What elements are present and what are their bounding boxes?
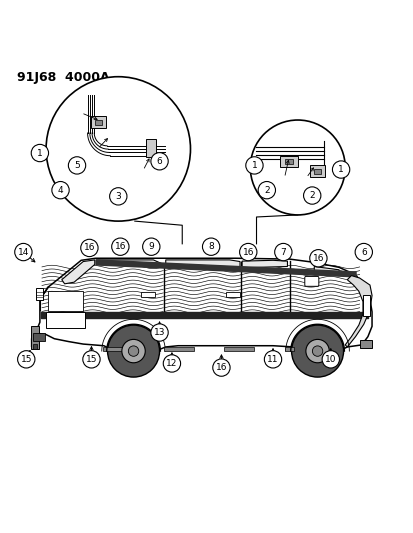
Circle shape: [31, 144, 48, 161]
Text: 5: 5: [74, 161, 80, 170]
Text: 15: 15: [21, 355, 32, 364]
Bar: [145, 139, 155, 157]
Polygon shape: [165, 260, 240, 268]
Polygon shape: [242, 260, 287, 268]
Text: 11: 11: [267, 355, 278, 364]
Text: 16: 16: [83, 244, 95, 253]
Text: 10: 10: [324, 355, 336, 364]
Circle shape: [150, 152, 168, 170]
Circle shape: [239, 244, 256, 261]
Circle shape: [142, 238, 159, 255]
Bar: [31, 326, 39, 349]
Bar: [309, 165, 324, 177]
Circle shape: [107, 325, 159, 377]
Circle shape: [163, 355, 180, 372]
Circle shape: [303, 187, 320, 204]
Bar: [225, 293, 240, 297]
Bar: [103, 346, 133, 351]
Text: 15: 15: [85, 355, 97, 364]
Circle shape: [250, 120, 344, 215]
Bar: [91, 116, 106, 128]
Circle shape: [15, 244, 32, 261]
Circle shape: [150, 324, 168, 341]
Text: 4: 4: [57, 185, 63, 195]
Circle shape: [202, 238, 219, 255]
Text: 9: 9: [148, 242, 154, 251]
Bar: [141, 293, 155, 297]
Polygon shape: [62, 260, 95, 284]
Text: 2: 2: [263, 185, 269, 195]
FancyBboxPatch shape: [304, 277, 318, 286]
Bar: [280, 156, 298, 167]
Text: 1: 1: [37, 149, 43, 158]
Text: 3: 3: [115, 192, 121, 201]
Polygon shape: [31, 259, 371, 354]
Circle shape: [81, 239, 98, 256]
Circle shape: [121, 340, 145, 363]
Circle shape: [212, 359, 230, 376]
Bar: [362, 295, 370, 316]
Text: 7: 7: [280, 247, 285, 256]
Circle shape: [112, 238, 129, 255]
Bar: [48, 291, 83, 311]
Circle shape: [258, 182, 275, 199]
Bar: [223, 346, 254, 351]
Text: 91J68  4000A: 91J68 4000A: [17, 70, 109, 84]
Circle shape: [109, 188, 127, 205]
Circle shape: [332, 161, 349, 178]
Circle shape: [309, 249, 326, 267]
Text: 13: 13: [153, 328, 165, 337]
Circle shape: [312, 346, 322, 356]
Bar: [359, 340, 371, 348]
Circle shape: [68, 157, 85, 174]
Circle shape: [128, 346, 138, 356]
Text: 6: 6: [360, 247, 366, 256]
Circle shape: [305, 340, 328, 363]
Bar: [95, 120, 102, 125]
Circle shape: [321, 351, 339, 368]
Text: 6: 6: [156, 157, 162, 166]
Bar: [33, 333, 45, 341]
Circle shape: [83, 351, 100, 368]
Text: 16: 16: [114, 242, 126, 251]
Circle shape: [264, 351, 281, 368]
Circle shape: [18, 351, 35, 368]
Polygon shape: [96, 260, 163, 268]
Polygon shape: [313, 266, 338, 276]
Text: 16: 16: [242, 247, 254, 256]
Circle shape: [354, 244, 372, 261]
Text: 16: 16: [312, 254, 323, 263]
Bar: [46, 312, 85, 328]
Circle shape: [46, 77, 190, 221]
Bar: [163, 346, 193, 351]
Text: 2: 2: [309, 191, 314, 200]
Text: 1: 1: [251, 161, 257, 170]
Circle shape: [274, 244, 291, 261]
Circle shape: [52, 182, 69, 199]
Bar: [285, 346, 293, 351]
Polygon shape: [344, 276, 371, 347]
Text: 1: 1: [337, 165, 343, 174]
Text: 16: 16: [215, 363, 227, 372]
Bar: [313, 169, 320, 174]
Circle shape: [291, 325, 343, 377]
Bar: [285, 159, 293, 164]
Bar: [36, 288, 43, 300]
Text: 12: 12: [166, 359, 177, 368]
Text: 8: 8: [208, 242, 214, 251]
Text: 14: 14: [18, 247, 29, 256]
Bar: [33, 344, 37, 349]
Circle shape: [245, 157, 263, 174]
